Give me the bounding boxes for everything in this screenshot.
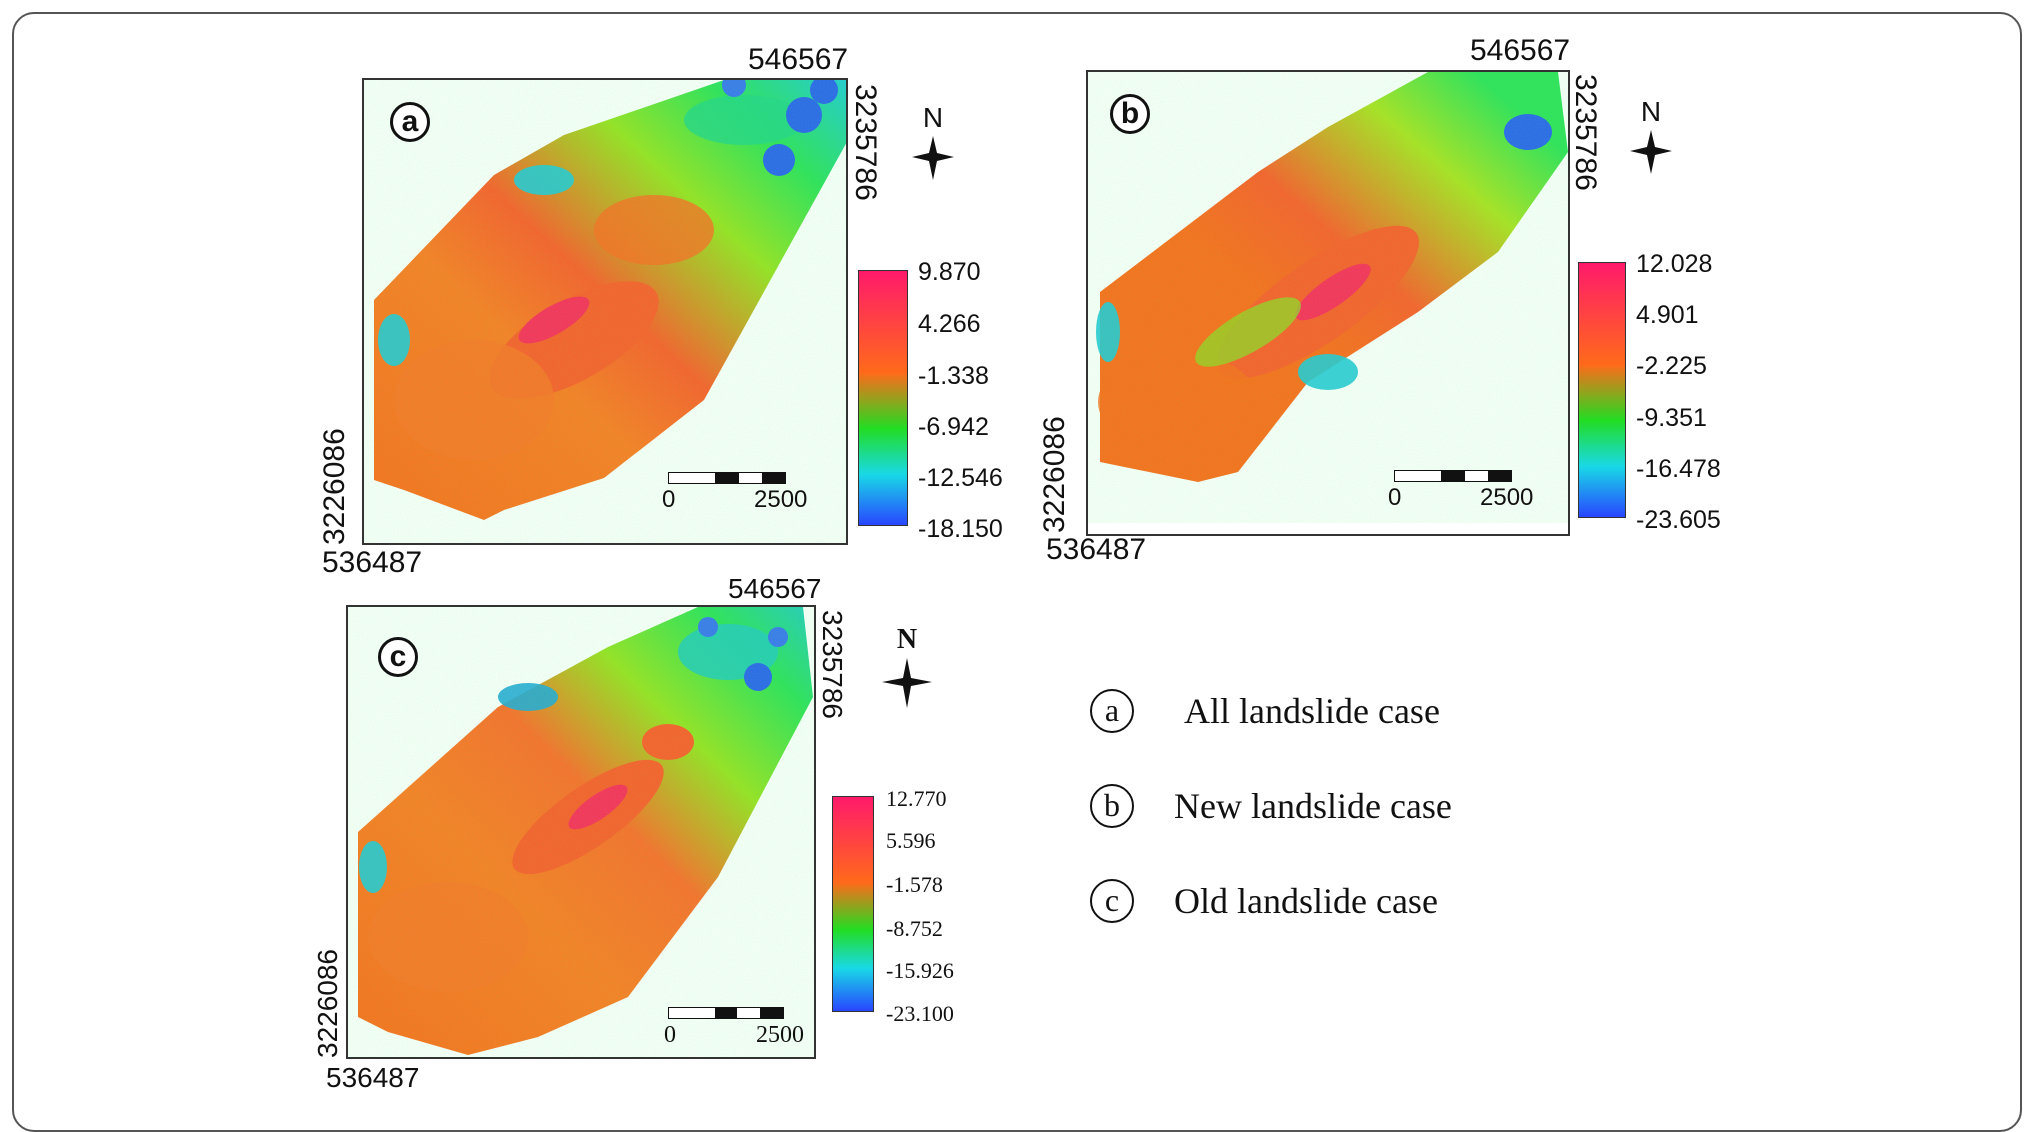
north-arrow-a: N bbox=[910, 104, 956, 187]
map-panel-b: b 0 2500 bbox=[1086, 70, 1570, 536]
key-text-b: New landslide case bbox=[1174, 786, 1452, 826]
scale-bar-a bbox=[668, 472, 786, 484]
coord-bottom-b: 536487 bbox=[1046, 533, 1147, 566]
legend-ramp-b bbox=[1578, 262, 1626, 518]
key-item-b: b New landslide case bbox=[1090, 784, 1452, 828]
key-letter-b: b bbox=[1090, 784, 1134, 828]
scale-label-end-a: 2500 bbox=[754, 486, 808, 513]
key-text-a: All landslide case bbox=[1184, 691, 1440, 731]
legend-tick: 12.028 bbox=[1636, 250, 1713, 278]
coord-top-a: 546567 bbox=[748, 43, 849, 76]
compass-icon bbox=[882, 658, 932, 708]
legend-tick: -2.225 bbox=[1636, 352, 1707, 380]
key-item-a: a All landslide case bbox=[1090, 689, 1440, 733]
scale-label-end-c: 2500 bbox=[756, 1022, 804, 1048]
compass-icon bbox=[912, 136, 954, 180]
map-raster-c bbox=[358, 607, 813, 1055]
legend-tick: -8.752 bbox=[886, 916, 943, 941]
legend-tick: 5.596 bbox=[886, 828, 936, 853]
compass-icon bbox=[1630, 130, 1672, 174]
coord-right-b: 3235786 bbox=[1569, 74, 1602, 191]
legend-tick: 12.770 bbox=[886, 786, 947, 811]
map-panel-c: c 0 2500 bbox=[346, 605, 816, 1059]
legend-tick: 4.901 bbox=[1636, 301, 1699, 329]
north-arrow-c: N bbox=[880, 626, 934, 715]
scale-label-start-a: 0 bbox=[662, 486, 676, 513]
coord-bottom-a: 536487 bbox=[322, 546, 423, 579]
legend-tick: -18.150 bbox=[918, 515, 1003, 543]
legend-tick: 9.870 bbox=[918, 258, 981, 286]
legend-tick: -15.926 bbox=[886, 958, 954, 983]
map-panel-a: a 0 2500 bbox=[362, 78, 848, 545]
legend-tick: -9.351 bbox=[1636, 404, 1707, 432]
key-letter-c: c bbox=[1090, 879, 1134, 923]
key-item-c: c Old landslide case bbox=[1090, 879, 1438, 923]
coord-left-c: 3226086 bbox=[312, 948, 343, 1058]
legend-tick: -23.605 bbox=[1636, 506, 1721, 534]
coord-top-b: 546567 bbox=[1470, 34, 1571, 67]
panel-badge-c: c bbox=[378, 637, 418, 677]
coord-left-a: 3226086 bbox=[318, 428, 351, 545]
legend-tick: -16.478 bbox=[1636, 455, 1721, 483]
legend-tick: -1.338 bbox=[918, 362, 989, 390]
coord-right-a: 3235786 bbox=[849, 84, 882, 201]
map-raster-a bbox=[374, 80, 846, 520]
legend-tick: -6.942 bbox=[918, 413, 989, 441]
scale-bar-c bbox=[668, 1007, 784, 1019]
legend-tick: -1.578 bbox=[886, 872, 943, 897]
north-arrow-b: N bbox=[1628, 98, 1674, 181]
map-raster-b bbox=[1096, 72, 1568, 482]
legend-tick: -23.100 bbox=[886, 1001, 954, 1026]
panel-badge-a: a bbox=[390, 102, 430, 142]
legend-tick: 4.266 bbox=[918, 310, 981, 338]
coord-right-c: 3235786 bbox=[817, 610, 848, 720]
legend-tick: -12.546 bbox=[918, 464, 1003, 492]
scale-label-start-b: 0 bbox=[1388, 484, 1402, 511]
panel-badge-b: b bbox=[1110, 94, 1150, 134]
legend-ramp-c bbox=[832, 796, 874, 1012]
key-text-c: Old landslide case bbox=[1174, 881, 1438, 921]
key-letter-a: a bbox=[1090, 689, 1134, 733]
scale-label-end-b: 2500 bbox=[1480, 484, 1534, 511]
coord-bottom-c: 536487 bbox=[326, 1062, 420, 1093]
legend-ramp-a bbox=[858, 270, 908, 526]
scale-bar-b bbox=[1394, 470, 1512, 482]
scale-label-start-c: 0 bbox=[664, 1022, 676, 1048]
coord-left-b: 3226086 bbox=[1038, 416, 1071, 533]
coord-top-c: 546567 bbox=[728, 573, 822, 604]
